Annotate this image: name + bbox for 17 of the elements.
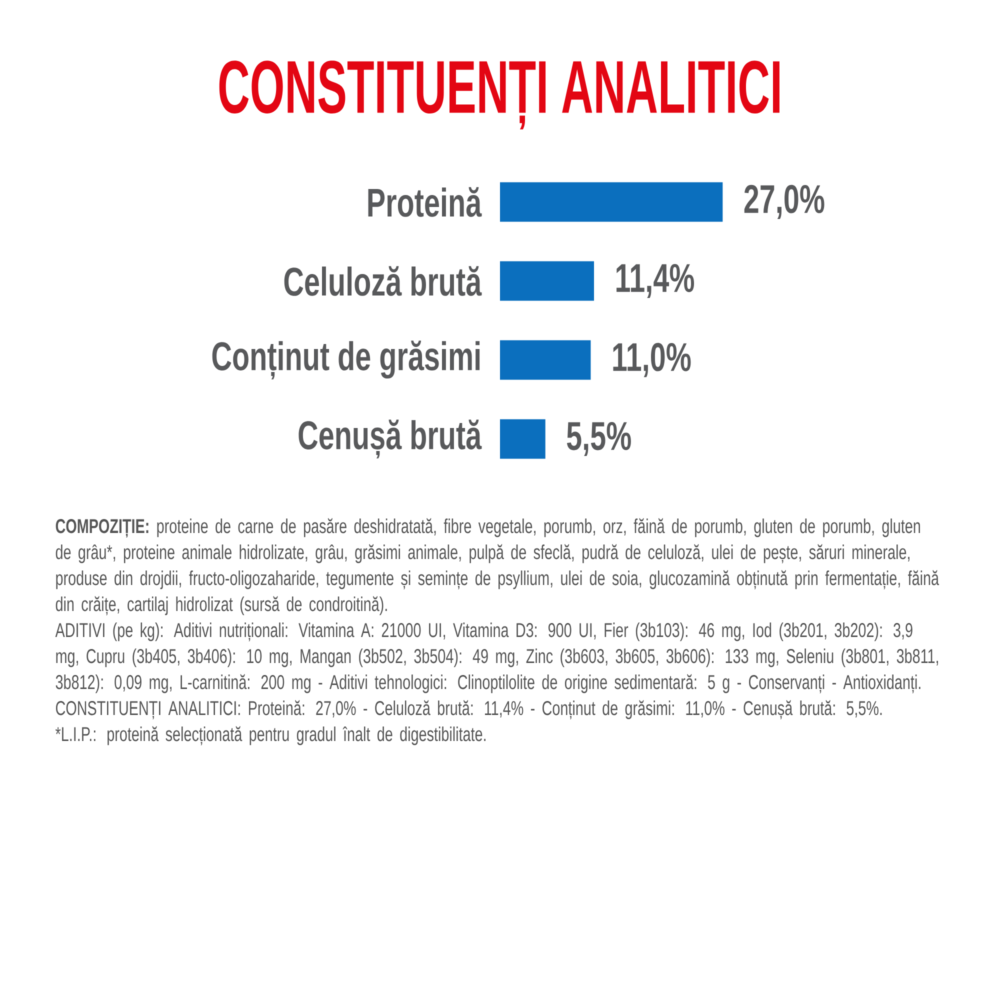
text: *L.I.P.: proteină selecționată pentru gradul înalt de digestibilitate. xyxy=(56,726,486,746)
data-label: 11,0% xyxy=(613,342,691,378)
data-label: 11,4% xyxy=(616,264,694,298)
y-tick-label: Cenușă brută xyxy=(298,420,482,458)
data-label: 5,5% xyxy=(566,422,631,456)
text: COMPOZIȚIE: proteine de carne de pasăre deshidratată, fibre vegetale, porumb, orz, făină de porumb, gluten de porumb, gluten de grâu*, proteine animale hidrolizate, grâu, grăsimi animale, pulpă de sfeclă, pudră de celuloză, ulei de pește, săruri minerale, produse din drojdii, fructo-oligozaharide, tegumente și semințe de psyllium, ulei de soia, glucozamină obținută prin fermentație, făină din crăițe, cartilaj hidrolizat (sursă de condroitină). xyxy=(56,518,940,616)
text: ADITIVI (pe kg): Aditivi nutriționali: Vitamina A: 21000 UI, Vitamina D3: 900 UI, Fier (3b103): 46 mg, Iod (3b201, 3b202): 3,9 mg, Cupru (3b405, 3b406): 10 mg, Mangan (3b502, 3b504): 49 mg, Zinc (3b603, 3b605, 3b606): 133 mg, Seleniu (3b801, 3b811, 3b812): 0,09 mg, L-carnitină: 200 mg - Aditivi tehnologici: Clinoptilolite de origine sedimentară: 5 g - Conservanți - Antioxidanți. xyxy=(55,622,938,694)
y-tick-label: Proteină xyxy=(368,187,482,217)
y-tick-label: Conținut de grăsimi xyxy=(212,340,480,380)
chart-title: CONSTITUENȚI ANALITICI xyxy=(219,60,780,130)
y-tick-label: Celuloză brută xyxy=(284,266,482,296)
text: CONSTITUENȚI ANALITICI: Proteină: 27,0% - Celuloză brută: 11,4% - Conținut de grăsimi: 11,0% - Cenușă brută: 5,5%. xyxy=(56,700,882,720)
bar xyxy=(500,182,723,222)
bar xyxy=(500,340,591,380)
data-label: 27,0% xyxy=(744,184,824,220)
bar xyxy=(500,261,594,301)
bar xyxy=(500,419,546,459)
